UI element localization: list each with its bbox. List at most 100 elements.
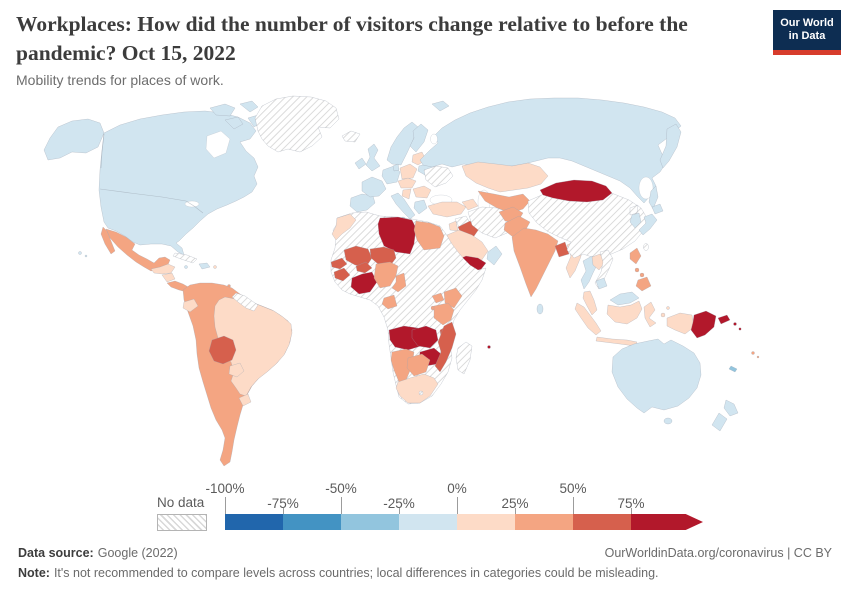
country-greece[interactable] [413,199,428,215]
country-greenland[interactable] [254,95,340,153]
country-turkey[interactable] [427,201,467,218]
country-guinea[interactable] [333,267,351,282]
country-japan-honshu[interactable] [638,213,658,236]
country-romania-bulgaria[interactable] [412,185,432,199]
country-iceland[interactable] [341,130,361,143]
new-caledonia[interactable] [728,365,738,373]
legend-bin-5[interactable] [515,514,573,530]
country-brazil[interactable] [213,296,293,397]
country-libya[interactable] [377,216,417,255]
country-mozambique[interactable] [434,321,457,373]
country-poland[interactable] [399,163,418,180]
owid-logo[interactable]: Our World in Data [773,10,841,55]
west-papua[interactable] [666,312,695,335]
country-mali[interactable] [343,245,373,268]
country-india[interactable] [511,227,559,298]
arctic-island-1[interactable] [209,103,236,117]
legend-bin-1[interactable] [283,514,341,530]
country-central-asia[interactable] [477,190,531,214]
svalbard[interactable] [431,100,450,112]
country-alaska[interactable] [43,118,105,161]
baja-california[interactable] [100,226,116,255]
tasmania[interactable] [663,417,673,425]
country-mongolia[interactable] [539,179,613,203]
legend-bin-6[interactable] [573,514,631,530]
country-hispaniola[interactable] [198,262,211,270]
country-south-korea[interactable] [629,212,642,229]
legend-bin-2[interactable] [341,514,399,530]
country-guyanas[interactable] [231,292,259,312]
country-niger[interactable] [369,246,397,267]
fiji-2[interactable] [756,355,760,359]
country-canada-usa[interactable] [98,110,259,256]
country-finland[interactable] [409,123,429,153]
kamchatka[interactable] [659,123,682,169]
country-oman[interactable] [486,245,503,266]
philippines-mindanao[interactable] [635,276,652,292]
legend-bin-0[interactable] [225,514,283,530]
nz-north-island[interactable] [723,399,739,417]
country-jamaica[interactable] [184,265,188,269]
rights-link[interactable]: OurWorldinData.org/coronavirus | CC BY [604,546,832,560]
philippines-luzon[interactable] [629,247,642,265]
arctic-island-2[interactable] [239,100,259,113]
country-malaysia-peninsula[interactable] [582,290,598,316]
fiji-1[interactable] [751,351,755,355]
country-gabon[interactable] [381,294,398,310]
country-mauritius[interactable] [487,345,491,349]
country-lesotho[interactable] [418,390,424,396]
philippines-visayas-1[interactable] [634,267,640,273]
country-czech-hungary[interactable] [397,177,417,189]
country-senegal[interactable] [330,257,348,270]
country-japan-hokkaido[interactable] [651,203,664,215]
nz-south-island[interactable] [711,412,728,432]
country-italy[interactable] [390,192,416,220]
hawaii-1[interactable] [78,251,82,255]
country-papua-new-guinea[interactable] [690,310,717,339]
country-ecuador[interactable] [182,298,199,313]
country-north-korea[interactable] [629,204,639,216]
legend-bin-4[interactable] [457,514,515,530]
country-uganda[interactable] [431,292,445,304]
country-france[interactable] [361,176,387,198]
philippines-visayas-2[interactable] [639,272,645,278]
hawaii-2[interactable] [84,254,88,258]
country-kenya[interactable] [443,287,463,309]
country-sri-lanka[interactable] [536,303,544,315]
country-nigeria[interactable] [373,261,399,289]
country-madagascar[interactable] [455,341,473,375]
country-morocco[interactable] [331,213,357,241]
country-guatemala-honduras[interactable] [150,263,176,275]
country-paraguay[interactable] [228,362,245,378]
country-mexico[interactable] [105,228,171,272]
borneo-malaysia[interactable] [609,291,640,306]
sulawesi[interactable] [643,301,657,328]
sumatra[interactable] [574,302,602,336]
country-kazakhstan[interactable] [461,161,549,193]
country-burkina-faso[interactable] [355,261,373,274]
country-zambia[interactable] [411,325,439,349]
country-south-africa[interactable] [395,373,439,404]
legend-bin-3[interactable] [399,514,457,530]
country-bolivia[interactable] [208,335,237,365]
no-data-swatch[interactable] [157,514,207,531]
borneo-indonesia[interactable] [606,300,643,325]
country-nicaragua[interactable] [161,272,176,283]
country-egypt[interactable] [413,220,445,251]
country-botswana[interactable] [406,353,431,377]
country-uruguay[interactable] [238,393,252,407]
solomon-2[interactable] [738,327,742,331]
country-spain-portugal[interactable] [349,193,376,213]
country-taiwan[interactable] [643,243,649,251]
new-britain[interactable] [717,314,731,325]
arctic-island-3[interactable] [224,116,244,130]
country-ireland[interactable] [354,157,367,170]
country-ukraine[interactable] [423,165,454,188]
country-puerto-rico[interactable] [213,265,217,269]
country-australia[interactable] [611,338,702,414]
country-tanzania[interactable] [433,302,455,326]
sakhalin[interactable] [648,185,659,210]
country-balkans[interactable] [401,188,412,200]
country-cuba[interactable] [172,252,198,264]
country-bangladesh[interactable] [554,241,570,258]
